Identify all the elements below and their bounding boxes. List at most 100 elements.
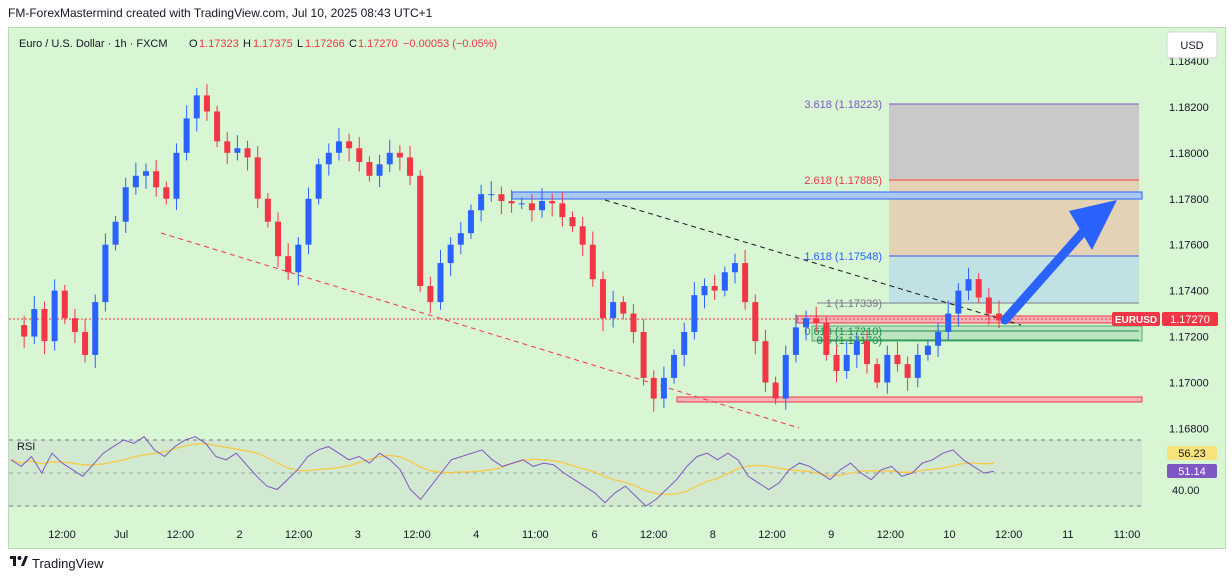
time-tick-label: 12:00 <box>995 529 1023 541</box>
candle-body <box>853 341 860 355</box>
candle-body <box>610 302 617 319</box>
red-trendline <box>160 232 800 429</box>
footer-brand[interactable]: TradingView <box>32 556 104 571</box>
tradingview-logo-icon[interactable] <box>10 556 28 571</box>
open-value: 1.17323 <box>199 38 239 50</box>
time-tick-label: 6 <box>591 529 597 541</box>
candle-body <box>904 364 911 378</box>
price-chart[interactable]: 3.618 (1.18223) 2.618 (1.17885) 1.618 (1… <box>9 28 1225 548</box>
candle-body <box>417 175 424 287</box>
candle-body <box>620 302 627 314</box>
rsi-title: RSI <box>17 441 35 453</box>
candle-body <box>863 341 870 365</box>
candle-body <box>924 345 931 355</box>
candle-body <box>143 171 150 176</box>
price-tick-label: 1.18000 <box>1169 148 1209 160</box>
candle-body <box>224 141 231 153</box>
high-label: H <box>243 38 251 50</box>
candle-body <box>599 279 606 319</box>
candle-body <box>742 263 749 303</box>
candle-body <box>498 194 505 202</box>
candle-body <box>833 354 840 371</box>
candle-body <box>539 201 546 211</box>
candle-body <box>203 95 210 112</box>
candle-body <box>437 263 444 303</box>
time-tick-label: 10 <box>943 529 955 541</box>
candle-body <box>275 221 282 257</box>
candle-body <box>640 331 647 378</box>
candle-body <box>396 152 403 158</box>
candle-body <box>701 286 708 296</box>
price-axis: 1.18400 1.18200 1.18000 1.17800 1.17600 1.174… <box>1169 56 1209 435</box>
fib-label-3618: 3.618 (1.18223) <box>804 99 882 111</box>
candle-body <box>305 198 312 245</box>
projection-arrow <box>1000 200 1117 325</box>
candle-body <box>234 148 241 153</box>
candle-body <box>21 325 28 337</box>
time-tick-label: 9 <box>828 529 834 541</box>
time-tick-label: 12:00 <box>758 529 786 541</box>
time-tick-label: 12:00 <box>167 529 195 541</box>
candle-body <box>782 354 789 399</box>
price-tick-label: 1.17000 <box>1169 377 1209 389</box>
candle-body <box>874 364 881 383</box>
fib-label-1618: 1.618 (1.17548) <box>804 251 882 263</box>
black-trendline <box>604 199 1022 326</box>
candle-body <box>762 341 769 383</box>
symbol-legend: Euro / U.S. Dollar · 1h · FXCM O 1.17323… <box>19 38 497 50</box>
candle-body <box>894 354 901 365</box>
price-tick-label: 1.18200 <box>1169 102 1209 114</box>
currency-button[interactable]: USD <box>1166 31 1218 59</box>
candle-body <box>153 171 160 188</box>
candle-body <box>427 286 434 303</box>
last-price-value: 1.17270 <box>1170 314 1210 326</box>
rsi-pane: RSI 56.23 51.14 40.00 <box>9 436 1217 507</box>
candle-body <box>163 187 170 199</box>
candle-body <box>457 233 464 245</box>
candle-body <box>823 322 830 355</box>
candle-body <box>173 152 180 199</box>
candle-body <box>528 203 535 211</box>
candle-body <box>965 279 972 291</box>
close-label: C <box>349 38 357 50</box>
fib-green-zone <box>811 325 1143 342</box>
candle-body <box>264 198 271 222</box>
footer: TradingView <box>10 556 104 571</box>
last-price-symbol: EURUSD <box>1115 315 1157 326</box>
candle-body <box>183 118 190 153</box>
price-tick-label: 1.18400 <box>1169 56 1209 68</box>
candle-body <box>650 377 657 399</box>
candle-body <box>51 290 58 342</box>
price-tick-label: 1.17400 <box>1169 286 1209 298</box>
time-tick-label: 11:00 <box>522 529 549 541</box>
fib-label-2618: 2.618 (1.17885) <box>804 175 882 187</box>
time-tick-label: 8 <box>710 529 716 541</box>
candle-body <box>975 279 982 298</box>
candle-body <box>589 244 596 280</box>
candle-body <box>843 354 850 371</box>
candle-body <box>630 313 637 332</box>
price-tick-label: 1.16800 <box>1169 423 1209 435</box>
candle-body <box>681 331 688 355</box>
candle-body <box>407 157 414 176</box>
candle-body <box>731 263 738 273</box>
candle-body <box>214 111 221 142</box>
low-label: L <box>297 38 303 50</box>
candle-body <box>955 290 962 314</box>
currency-label: USD <box>1180 40 1203 52</box>
chart-panel[interactable]: 3.618 (1.18223) 2.618 (1.17885) 1.618 (1… <box>8 27 1226 549</box>
candle-body <box>254 157 261 199</box>
time-tick-label: 2 <box>236 529 242 541</box>
candle-body <box>366 162 373 176</box>
candle-body <box>985 297 992 314</box>
support-zone <box>676 396 1143 403</box>
projection-box-lower <box>889 257 1139 303</box>
time-tick-label: 12:00 <box>877 529 905 541</box>
close-value: 1.17270 <box>358 38 398 50</box>
candle-body <box>376 164 383 176</box>
candle-body <box>112 221 119 245</box>
candle-body <box>711 286 718 291</box>
candle-body <box>945 313 952 332</box>
candle-body <box>122 187 129 222</box>
rsi-ma-value: 56.23 <box>1178 448 1206 460</box>
